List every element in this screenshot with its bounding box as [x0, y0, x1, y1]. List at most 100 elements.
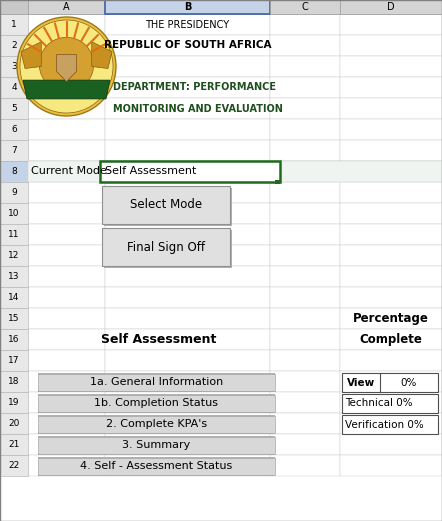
- Bar: [105, 329, 270, 350]
- Bar: [28, 161, 105, 182]
- Text: 16: 16: [8, 335, 20, 344]
- Bar: [28, 266, 105, 287]
- Bar: [28, 35, 105, 56]
- Bar: [0, 350, 28, 371]
- Bar: [340, 434, 442, 455]
- Bar: [38, 415, 275, 417]
- Text: 3: 3: [11, 62, 17, 71]
- Bar: [28, 287, 105, 308]
- Text: Percentage: Percentage: [353, 312, 429, 325]
- Text: 14: 14: [8, 293, 20, 302]
- Bar: [105, 182, 270, 203]
- Bar: [270, 455, 340, 476]
- Bar: [340, 0, 442, 14]
- Bar: [28, 392, 105, 413]
- Bar: [105, 245, 270, 266]
- Bar: [0, 224, 28, 245]
- Text: 11: 11: [8, 230, 20, 239]
- Bar: [28, 161, 442, 182]
- Bar: [0, 182, 28, 203]
- Bar: [105, 203, 270, 224]
- Bar: [28, 203, 105, 224]
- Text: 5: 5: [11, 104, 17, 113]
- Text: 20: 20: [8, 419, 20, 428]
- Bar: [28, 371, 105, 392]
- Bar: [38, 390, 275, 392]
- Bar: [104, 188, 232, 226]
- Bar: [340, 203, 442, 224]
- Bar: [38, 458, 275, 475]
- Bar: [28, 245, 105, 266]
- Text: A: A: [63, 2, 70, 12]
- Bar: [270, 266, 340, 287]
- Bar: [342, 394, 438, 413]
- Bar: [0, 329, 28, 350]
- Bar: [340, 35, 442, 56]
- Bar: [38, 474, 275, 476]
- Bar: [102, 186, 230, 224]
- Bar: [0, 0, 28, 14]
- Bar: [340, 287, 442, 308]
- Bar: [0, 161, 28, 182]
- Bar: [105, 98, 270, 119]
- Bar: [0, 413, 28, 434]
- Bar: [270, 224, 340, 245]
- Bar: [38, 436, 275, 438]
- Bar: [105, 14, 270, 35]
- Text: 22: 22: [8, 461, 19, 470]
- Bar: [270, 392, 340, 413]
- Text: Self Assessment: Self Assessment: [105, 167, 196, 177]
- Bar: [340, 392, 442, 413]
- Text: View: View: [347, 378, 375, 388]
- Bar: [38, 373, 275, 375]
- Text: 12: 12: [8, 251, 20, 260]
- Bar: [270, 203, 340, 224]
- Text: Current Mode:: Current Mode:: [31, 167, 110, 177]
- Bar: [28, 98, 105, 119]
- Bar: [275, 180, 280, 184]
- Bar: [28, 77, 105, 98]
- Bar: [28, 224, 105, 245]
- Bar: [340, 77, 442, 98]
- Bar: [38, 374, 275, 391]
- Bar: [340, 140, 442, 161]
- Bar: [270, 182, 340, 203]
- Bar: [270, 56, 340, 77]
- Bar: [105, 56, 270, 77]
- Bar: [270, 371, 340, 392]
- Polygon shape: [23, 80, 110, 99]
- Bar: [340, 371, 442, 392]
- Bar: [105, 266, 270, 287]
- Text: 4: 4: [11, 83, 17, 92]
- Text: Verification 0%: Verification 0%: [345, 419, 424, 429]
- Bar: [270, 77, 340, 98]
- Text: 13: 13: [8, 272, 20, 281]
- Bar: [340, 14, 442, 35]
- Text: MONITORING AND EVALUATION: MONITORING AND EVALUATION: [113, 104, 283, 114]
- Bar: [340, 308, 442, 329]
- Bar: [28, 329, 105, 350]
- Text: 3. Summary: 3. Summary: [122, 440, 191, 450]
- Text: 1a. General Information: 1a. General Information: [90, 377, 223, 387]
- Bar: [270, 119, 340, 140]
- Bar: [270, 434, 340, 455]
- Bar: [0, 56, 28, 77]
- Bar: [270, 161, 340, 182]
- Bar: [105, 35, 270, 56]
- Bar: [340, 119, 442, 140]
- Bar: [0, 245, 28, 266]
- Bar: [270, 0, 340, 14]
- Bar: [270, 413, 340, 434]
- Bar: [28, 413, 105, 434]
- Text: 6: 6: [11, 125, 17, 134]
- Bar: [28, 119, 105, 140]
- Bar: [0, 0, 442, 14]
- Circle shape: [39, 38, 94, 92]
- Bar: [105, 308, 270, 329]
- Text: Final Sign Off: Final Sign Off: [127, 241, 205, 254]
- Bar: [105, 413, 270, 434]
- Bar: [38, 457, 275, 459]
- Bar: [105, 287, 270, 308]
- Bar: [28, 182, 105, 203]
- Text: 4. Self - Assessment Status: 4. Self - Assessment Status: [80, 461, 232, 471]
